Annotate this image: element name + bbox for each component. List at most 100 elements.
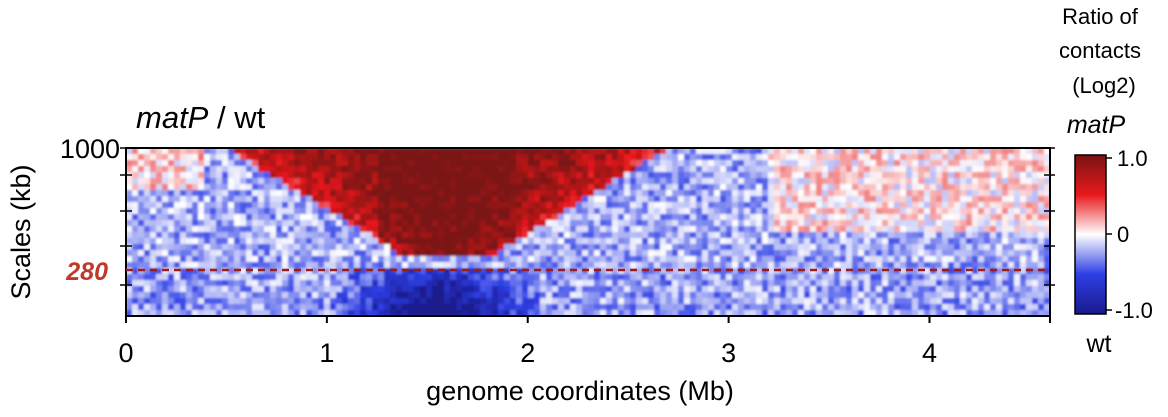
heatmap-cell — [714, 190, 721, 197]
heatmap-cell — [960, 244, 967, 251]
heatmap-cell — [1026, 244, 1033, 251]
heatmap-cell — [732, 244, 739, 251]
heatmap-cell — [576, 226, 583, 233]
heatmap-cell — [924, 160, 931, 167]
heatmap-cell — [204, 154, 211, 161]
heatmap-cell — [1008, 232, 1015, 239]
heatmap-cell — [204, 280, 211, 287]
heatmap-cell — [888, 256, 895, 263]
heatmap-cell — [558, 184, 565, 191]
heatmap-cell — [888, 208, 895, 215]
heatmap-cell — [768, 190, 775, 197]
heatmap-cell — [516, 298, 523, 305]
heatmap-cell — [582, 268, 589, 275]
heatmap-cell — [714, 184, 721, 191]
heatmap-cell — [516, 232, 523, 239]
heatmap-cell — [996, 184, 1003, 191]
heatmap-cell — [282, 286, 289, 293]
x-axis-label: genome coordinates (Mb) — [426, 376, 734, 406]
heatmap-cell — [978, 262, 985, 269]
heatmap-cell — [354, 184, 361, 191]
heatmap-cell — [138, 250, 145, 257]
heatmap-cell — [216, 244, 223, 251]
heatmap-cell — [282, 310, 289, 316]
heatmap-cell — [564, 238, 571, 245]
heatmap-cell — [774, 280, 781, 287]
heatmap-cell — [924, 286, 931, 293]
heatmap-cell — [240, 172, 247, 179]
heatmap-cell — [408, 172, 415, 179]
heatmap-cell — [924, 208, 931, 215]
heatmap-cell — [630, 298, 637, 305]
heatmap-cell — [708, 250, 715, 257]
heatmap-cell — [396, 160, 403, 167]
heatmap-cell — [732, 304, 739, 311]
heatmap-cell — [804, 244, 811, 251]
heatmap-cell — [636, 220, 643, 227]
heatmap-cell — [186, 298, 193, 305]
heatmap-cell — [222, 304, 229, 311]
heatmap-cell — [462, 268, 469, 275]
heatmap-cell — [180, 250, 187, 257]
heatmap-cell — [204, 184, 211, 191]
heatmap-cell — [1032, 166, 1039, 173]
heatmap-cell — [948, 184, 955, 191]
heatmap-cell — [510, 172, 517, 179]
heatmap-cell — [366, 310, 373, 316]
heatmap-cell — [1014, 172, 1021, 179]
heatmap-cell — [564, 286, 571, 293]
heatmap-cell — [234, 310, 241, 316]
heatmap-cell — [234, 262, 241, 269]
heatmap-cell — [384, 202, 391, 209]
heatmap-cell — [306, 256, 313, 263]
heatmap-cell — [1032, 202, 1039, 209]
heatmap-cell — [378, 280, 385, 287]
heatmap-cell — [846, 184, 853, 191]
heatmap-cell — [588, 274, 595, 281]
heatmap-cell — [804, 298, 811, 305]
heatmap-cell — [798, 214, 805, 221]
heatmap-cell — [966, 160, 973, 167]
heatmap-cell — [522, 172, 529, 179]
heatmap-cell — [600, 190, 607, 197]
heatmap-cell — [348, 226, 355, 233]
heatmap-cell — [474, 154, 481, 161]
heatmap-cell — [750, 220, 757, 227]
heatmap-cell — [456, 232, 463, 239]
heatmap-cell — [144, 268, 151, 275]
heatmap-cell — [210, 172, 217, 179]
heatmap-cell — [804, 262, 811, 269]
heatmap-cell — [318, 250, 325, 257]
heatmap-cell — [276, 196, 283, 203]
heatmap-cell — [840, 298, 847, 305]
heatmap-cell — [666, 220, 673, 227]
heatmap-cell — [480, 184, 487, 191]
heatmap-cell — [564, 262, 571, 269]
heatmap-cell — [696, 262, 703, 269]
heatmap-cell — [606, 148, 613, 155]
heatmap-cell — [462, 238, 469, 245]
heatmap-cell — [474, 232, 481, 239]
heatmap-cell — [678, 310, 685, 316]
heatmap-cell — [1002, 304, 1009, 311]
heatmap-cell — [954, 250, 961, 257]
heatmap-cell — [990, 298, 997, 305]
heatmap-cell — [1038, 244, 1045, 251]
heatmap-cell — [396, 178, 403, 185]
heatmap-cell — [864, 172, 871, 179]
heatmap-cell — [594, 250, 601, 257]
heatmap-cell — [516, 274, 523, 281]
heatmap-cell — [156, 262, 163, 269]
heatmap-cell — [870, 298, 877, 305]
heatmap-cell — [804, 220, 811, 227]
heatmap-cell — [504, 262, 511, 269]
heatmap-cell — [1020, 304, 1027, 311]
heatmap-cell — [534, 304, 541, 311]
heatmap-cell — [480, 148, 487, 155]
heatmap-cell — [600, 262, 607, 269]
heatmap-cell — [732, 268, 739, 275]
heatmap-cell — [570, 196, 577, 203]
heatmap-cell — [672, 178, 679, 185]
heatmap-cell — [348, 304, 355, 311]
heatmap-cell — [450, 226, 457, 233]
